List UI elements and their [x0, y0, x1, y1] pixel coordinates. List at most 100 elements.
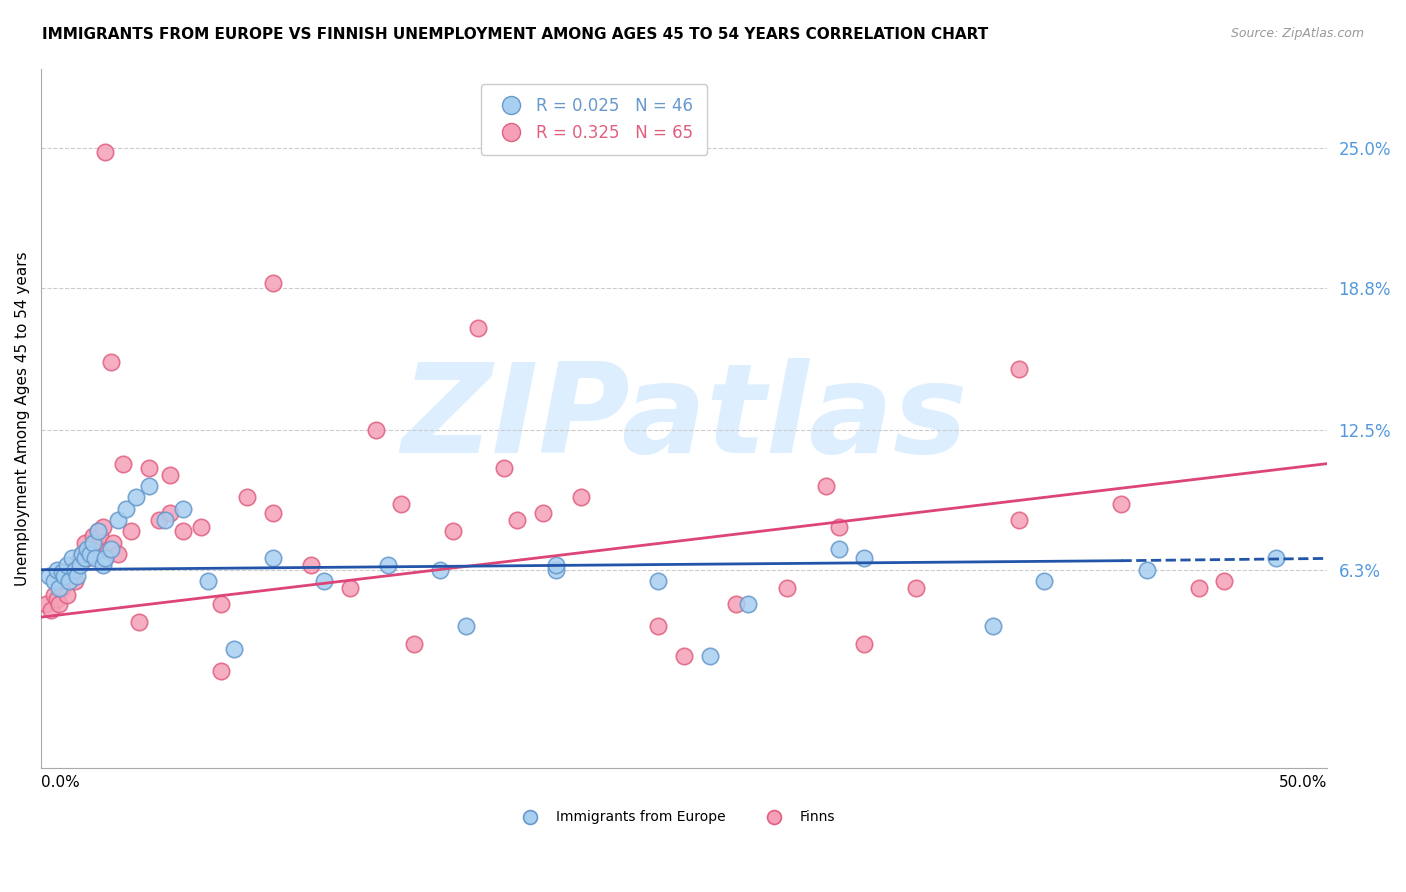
Point: [94, 551, 117, 566]
Point: [107, 513, 129, 527]
Point: [89, 529, 111, 543]
Point: [84, 551, 107, 566]
Point: [569, 491, 592, 505]
Point: [724, 597, 747, 611]
Point: [673, 648, 696, 663]
Point: [544, 563, 567, 577]
Point: [699, 648, 721, 663]
Point: [262, 551, 284, 566]
Point: [69, 558, 91, 573]
Point: [377, 558, 399, 573]
Point: [814, 479, 837, 493]
Point: [82, 529, 104, 543]
Point: [172, 524, 194, 539]
Point: [441, 524, 464, 539]
Point: [222, 641, 245, 656]
Point: [262, 276, 284, 290]
Point: [159, 467, 181, 482]
Text: IMMIGRANTS FROM EUROPE VS FINNISH UNEMPLOYMENT AMONG AGES 45 TO 54 YEARS CORRELA: IMMIGRANTS FROM EUROPE VS FINNISH UNEMPL…: [42, 27, 988, 42]
Point: [262, 506, 284, 520]
Point: [94, 145, 117, 159]
Point: [853, 637, 876, 651]
Point: [1136, 563, 1159, 577]
Point: [904, 581, 927, 595]
Point: [120, 524, 142, 539]
Point: [91, 520, 114, 534]
Point: [138, 479, 160, 493]
Point: [72, 547, 94, 561]
Point: [467, 321, 489, 335]
Point: [72, 547, 94, 561]
Point: [86, 524, 108, 539]
Point: [42, 588, 65, 602]
Point: [51, 565, 73, 579]
Point: [429, 563, 451, 577]
Point: [76, 542, 98, 557]
Point: [531, 506, 554, 520]
Text: Immigrants from Europe: Immigrants from Europe: [555, 811, 725, 824]
Point: [58, 569, 80, 583]
Text: ZIPatlas: ZIPatlas: [401, 358, 967, 479]
Point: [73, 551, 96, 566]
Point: [112, 457, 135, 471]
Point: [115, 501, 138, 516]
Point: [209, 597, 232, 611]
Point: [1188, 581, 1211, 595]
Point: [41, 603, 63, 617]
Point: [364, 423, 387, 437]
Legend: R = 0.025   N = 46, R = 0.325   N = 65: R = 0.025 N = 46, R = 0.325 N = 65: [481, 84, 707, 155]
Point: [339, 581, 361, 595]
Point: [60, 551, 83, 566]
Point: [827, 542, 849, 557]
Point: [107, 547, 129, 561]
Point: [48, 581, 70, 595]
Point: [45, 592, 67, 607]
Point: [148, 513, 170, 527]
Point: [125, 491, 148, 505]
Point: [86, 524, 108, 539]
Point: [35, 597, 58, 611]
Point: [827, 520, 849, 534]
Point: [51, 581, 73, 595]
Point: [981, 619, 1004, 633]
Point: [101, 535, 124, 549]
Point: [100, 542, 122, 557]
Point: [82, 535, 104, 549]
Point: [404, 637, 426, 651]
Point: [138, 461, 160, 475]
Point: [153, 513, 176, 527]
Point: [128, 615, 150, 629]
Point: [42, 574, 65, 588]
Point: [45, 563, 67, 577]
Point: [209, 665, 232, 679]
Point: [1007, 361, 1029, 376]
Point: [56, 558, 79, 573]
Point: [94, 551, 117, 566]
Text: Finns: Finns: [800, 811, 835, 824]
Point: [53, 569, 76, 583]
Point: [389, 497, 412, 511]
Point: [1213, 574, 1236, 588]
Point: [1033, 574, 1056, 588]
Point: [776, 581, 799, 595]
Text: 0.0%: 0.0%: [41, 775, 80, 790]
Point: [84, 535, 107, 549]
Point: [737, 597, 759, 611]
Point: [1007, 863, 1029, 877]
Y-axis label: Unemployment Among Ages 45 to 54 years: Unemployment Among Ages 45 to 54 years: [15, 252, 30, 586]
Point: [647, 619, 669, 633]
Point: [494, 461, 516, 475]
Point: [172, 501, 194, 516]
Point: [1264, 551, 1286, 566]
Point: [56, 588, 79, 602]
Point: [63, 574, 86, 588]
Text: Source: ZipAtlas.com: Source: ZipAtlas.com: [1230, 27, 1364, 40]
Point: [159, 506, 181, 520]
Point: [312, 574, 335, 588]
Point: [79, 542, 101, 557]
Point: [236, 491, 259, 505]
Point: [853, 551, 876, 566]
Point: [73, 535, 96, 549]
Point: [190, 520, 212, 534]
Text: 50.0%: 50.0%: [1279, 775, 1327, 790]
